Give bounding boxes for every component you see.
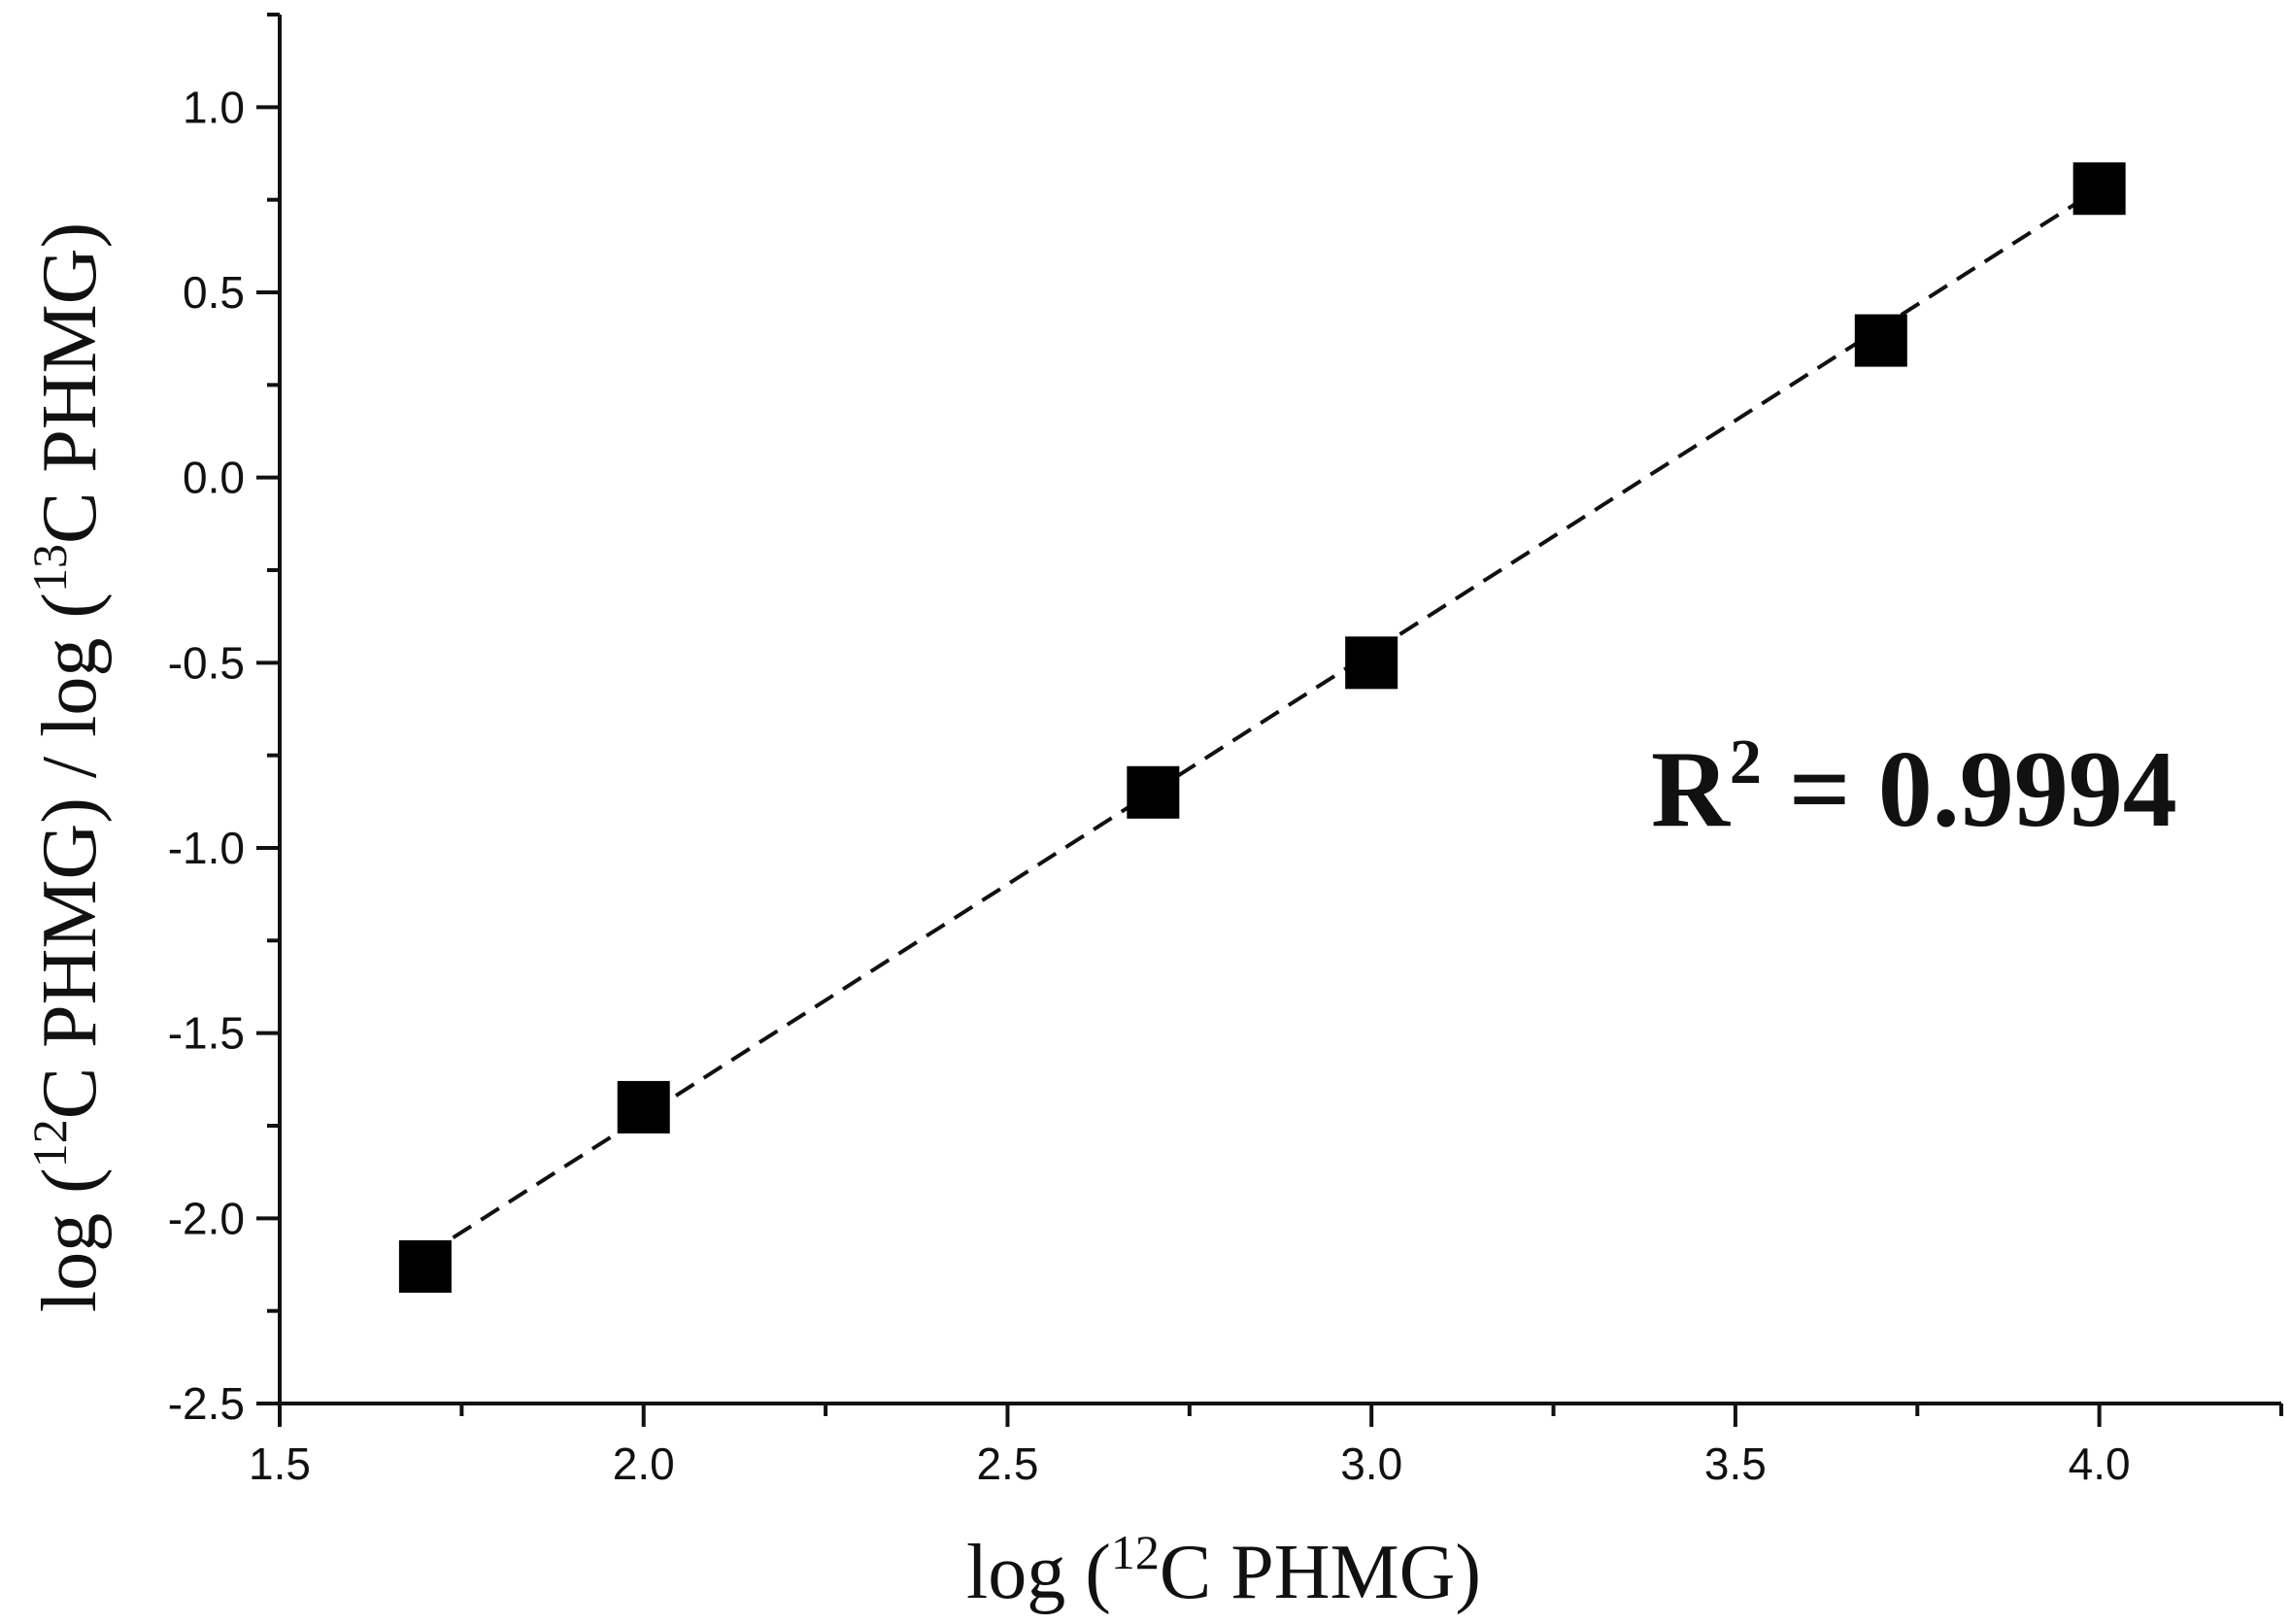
x-tick-label: 1.5 [249,1438,311,1489]
data-point [617,1080,670,1133]
r-squared-annotation: R2 = 0.9994 [1651,727,2177,850]
y-tick-label: 1.0 [183,82,245,132]
data-point [1127,765,1180,819]
x-tick-label: 2.5 [976,1438,1038,1489]
data-points [398,162,2126,1293]
x-tick-label: 3.0 [1340,1438,1402,1489]
fit-line [423,186,2101,1258]
y-tick-label: -2.0 [168,1193,245,1243]
data-point [398,1239,452,1293]
x-tick-label: 2.0 [613,1438,675,1489]
x-axis-title: log (12C PHMG) [966,1525,1481,1615]
y-tick-label: -0.5 [168,637,245,688]
fit-line-group [423,186,2101,1258]
data-point [1345,636,1398,690]
y-tick-label: 0.5 [183,267,245,318]
y-axis-title: log (12C PHMG) / log (13C PHMG) [22,222,113,1312]
y-tick-label: -2.5 [168,1378,245,1429]
data-point [1854,314,1907,367]
data-point [2072,162,2126,216]
y-tick-label: -1.5 [168,1008,245,1059]
ticks: -2.5 -2.0 -1.5 -1.0 -0.5 0.0 0.5 1.0 1.5 2.0 2.5 3.… [168,13,2283,1489]
x-tick-label: 3.5 [1704,1438,1767,1489]
x-tick-label: 4.0 [2069,1438,2131,1489]
y-tick-label: 0.0 [183,453,245,503]
axes [278,15,2281,1405]
y-tick-label: -1.0 [168,823,245,873]
